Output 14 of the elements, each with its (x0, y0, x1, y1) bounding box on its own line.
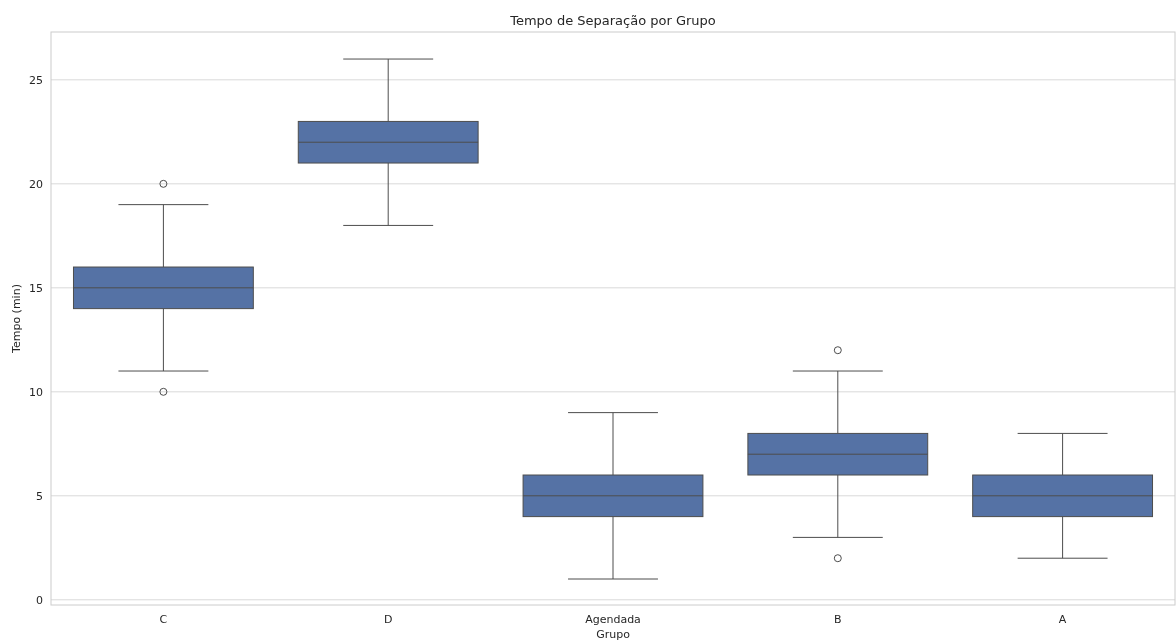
chart-title: Tempo de Separação por Grupo (509, 13, 716, 28)
y-tick-label: 20 (29, 177, 43, 191)
y-tick-label: 15 (29, 281, 43, 295)
y-tick-label: 10 (29, 385, 43, 399)
y-tick-label: 0 (36, 593, 43, 607)
x-tick-label: C (159, 612, 168, 626)
x-tick-label: B (834, 612, 842, 626)
x-tick-label: A (1058, 612, 1067, 626)
y-axis-title: Tempo (min) (10, 284, 23, 354)
y-tick-label: 5 (36, 489, 43, 503)
x-tick-label: D (383, 612, 393, 626)
y-tick-label: 25 (29, 73, 43, 87)
x-axis-title: Grupo (596, 628, 631, 641)
x-tick-label: Agendada (585, 612, 641, 626)
